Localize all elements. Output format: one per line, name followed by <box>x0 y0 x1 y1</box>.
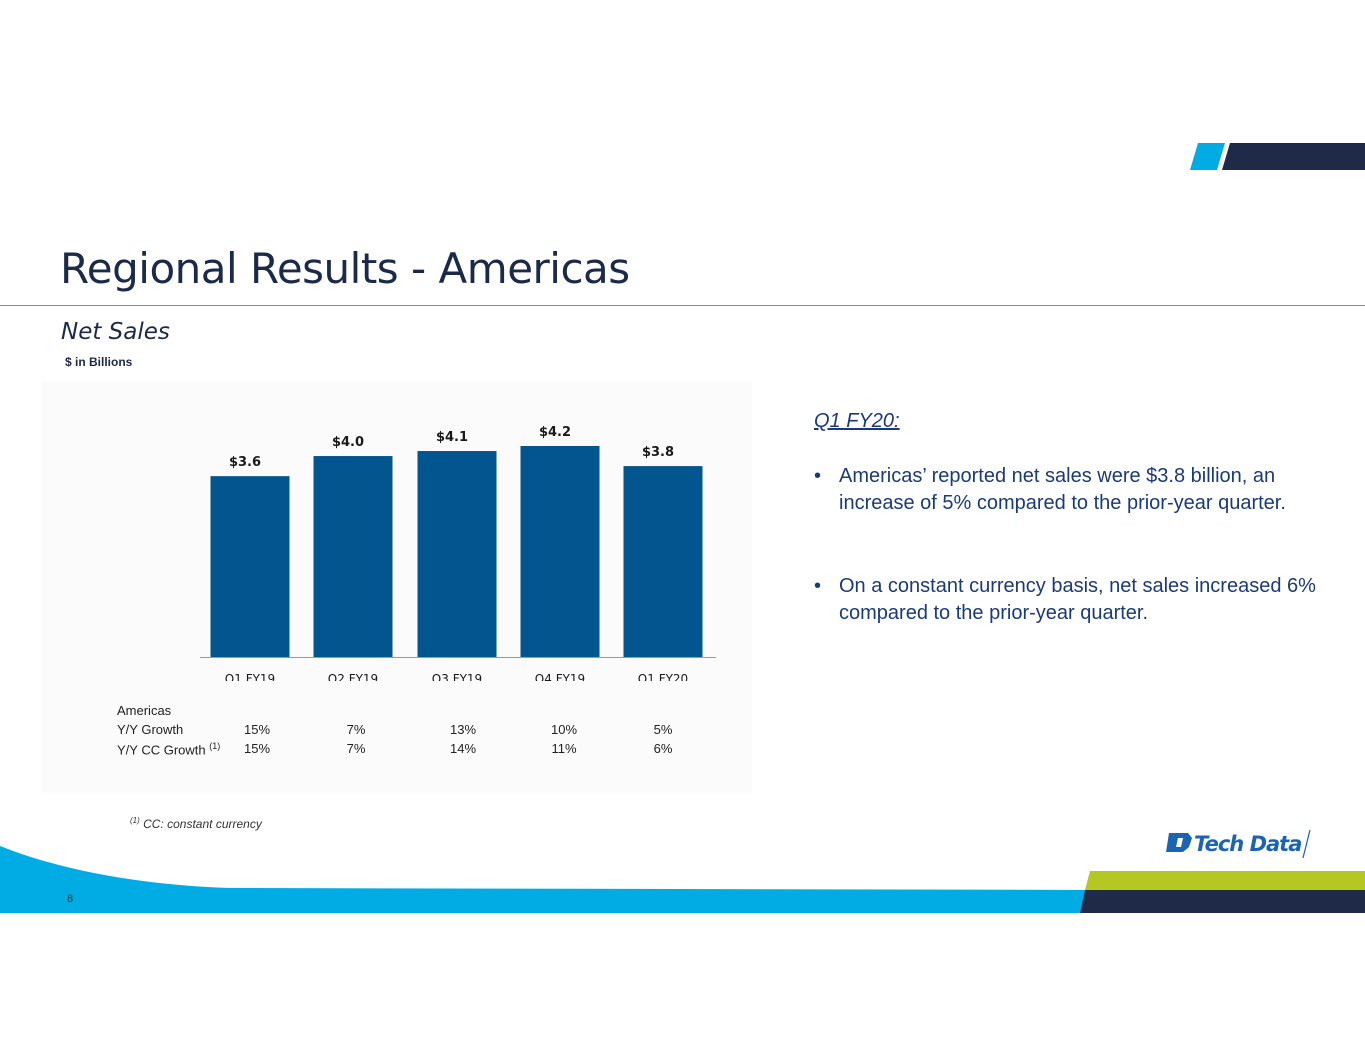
metric-row-label: Y/Y CC Growth (1) <box>117 741 220 757</box>
bar-q3-fy19 <box>417 451 497 657</box>
footnote: (1) CC: constant currency <box>130 816 262 831</box>
metric-value: 15% <box>243 741 271 756</box>
header-accent-blue <box>1190 143 1225 170</box>
metric-value: 6% <box>653 741 673 756</box>
tech-data-logo-graphic: Tech Data <box>1166 829 1311 859</box>
tech-data-logo: Tech Data <box>1166 826 1316 865</box>
bar-q1-fy19 <box>210 476 290 657</box>
bar-q2-fy19 <box>313 456 393 657</box>
x-tick-label: Q1 FY20 <box>638 672 688 681</box>
metrics-header: Americas <box>117 703 172 718</box>
header-accent-navy <box>1222 143 1365 170</box>
bullet-icon: • <box>814 465 822 487</box>
title-divider <box>0 305 1365 306</box>
metric-label-text: Y/Y CC Growth <box>117 742 206 758</box>
data-label: $3.8 <box>642 445 674 460</box>
chart-panel: $3.6 Q1 FY19 $4.0 Q2 FY19 $4.1 Q3 FY19 $4.2 Q4 … <box>42 381 752 793</box>
bullet-icon: • <box>814 575 822 597</box>
bullet-text: On a constant currency basis, net sales … <box>839 575 1316 624</box>
footer-band-blue <box>0 846 1100 913</box>
metric-value: 14% <box>449 741 477 756</box>
tech-data-mark-icon <box>1166 833 1192 852</box>
metric-label-text: Y/Y Growth <box>117 722 184 737</box>
commentary-bullet: • On a constant currency basis, net sale… <box>814 573 1344 627</box>
commentary-bullet: • Americas’ reported net sales were $3.8… <box>814 463 1344 517</box>
data-label: $4.1 <box>436 430 468 445</box>
commentary-heading: Q1 FY20: <box>814 410 900 432</box>
metric-value: 7% <box>346 741 366 756</box>
data-label: $3.6 <box>229 455 261 470</box>
metric-footnote-mark: (1) <box>209 741 221 751</box>
page-number: 8 <box>67 893 74 905</box>
metric-value: 11% <box>551 741 577 756</box>
footer-band-lime <box>1085 871 1365 890</box>
data-label: $4.0 <box>332 435 364 450</box>
x-tick-label: Q3 FY19 <box>432 672 482 681</box>
metric-value: 5% <box>653 722 673 737</box>
x-tick-label: Q1 FY19 <box>225 672 275 681</box>
footnote-text: CC: constant currency <box>143 817 262 831</box>
metric-row-label: Y/Y Growth <box>117 722 183 737</box>
logo-wordmark: Tech Data <box>1194 832 1301 856</box>
footer-band-navy <box>1080 890 1365 913</box>
metric-value: 10% <box>550 722 578 737</box>
bullet-text: Americas’ reported net sales were $3.8 b… <box>839 465 1286 514</box>
x-tick-label: Q4 FY19 <box>535 672 585 681</box>
metric-value: 15% <box>243 722 271 737</box>
units-label: $ in Billions <box>65 355 133 369</box>
header-accent-band <box>1190 143 1365 170</box>
footer-band <box>0 846 1365 913</box>
bar-q4-fy19 <box>520 446 600 657</box>
metric-value: 13% <box>449 722 477 737</box>
bar-q1-fy20 <box>623 466 703 657</box>
x-tick-label: Q2 FY19 <box>328 672 378 681</box>
bar-chart: $3.6 Q1 FY19 $4.0 Q2 FY19 $4.1 Q3 FY19 $4.2 Q4 … <box>200 425 716 681</box>
chart-subtitle: Net Sales <box>61 319 170 345</box>
page-title: Regional Results - Americas <box>60 244 630 293</box>
footnote-mark: (1) <box>130 816 140 825</box>
metric-value: 7% <box>346 722 366 737</box>
data-label: $4.2 <box>539 425 571 440</box>
